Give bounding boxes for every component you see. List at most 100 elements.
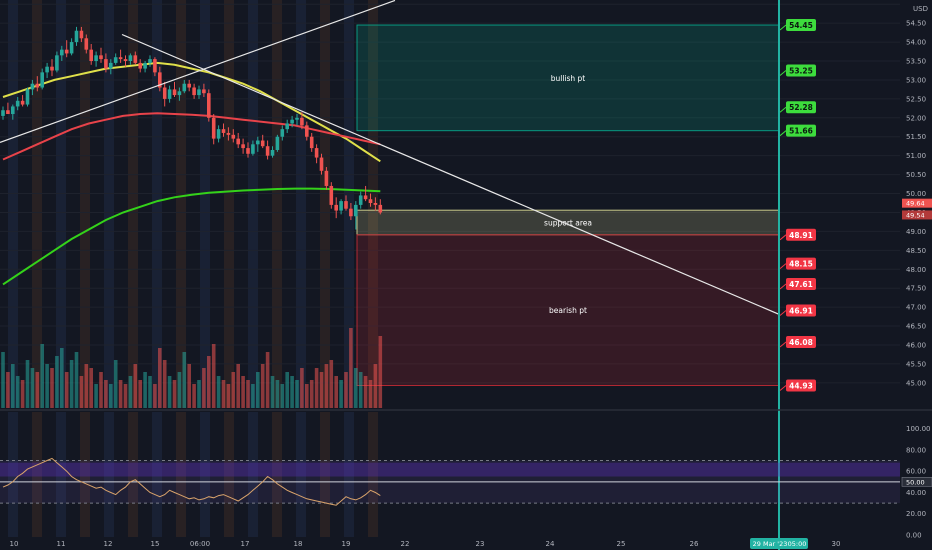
trend-lines[interactable] (0, 0, 780, 315)
candle-body (358, 195, 363, 205)
candle-body (64, 49, 69, 54)
zone-box[interactable] (356, 234, 780, 387)
candle-body (35, 83, 40, 88)
badge-pointer (779, 130, 787, 137)
session-band (80, 0, 90, 408)
session-band (368, 0, 378, 408)
session-band (152, 0, 162, 408)
volume-bar (363, 376, 368, 408)
price-tick-label: 54.00 (906, 39, 926, 47)
volume-bar (104, 380, 108, 408)
badge-pointer (779, 385, 787, 391)
target-badges: 54.45 53.25 52.28 51.66 48.91 48.15 47.61 46.91… (779, 19, 816, 392)
volume-bar (344, 372, 348, 408)
volume-bar (265, 352, 270, 408)
volume-bar (118, 380, 123, 408)
session-band (200, 412, 210, 537)
zone-box[interactable] (356, 209, 780, 236)
price-tick-label: 45.00 (906, 379, 926, 387)
session-band (8, 0, 18, 408)
session-band (272, 0, 282, 408)
volume-bar (324, 364, 329, 408)
target-badge-label: 48.91 (789, 231, 813, 240)
rsi-level-value: 50.00 (906, 478, 925, 486)
candle-body (236, 138, 240, 145)
volume-bar (187, 364, 191, 408)
candle-body (197, 89, 201, 96)
falling-trend-line[interactable] (121, 33, 780, 315)
badge-pointer (779, 234, 787, 241)
volume-bar (373, 364, 378, 408)
rising-trend-line[interactable] (0, 0, 396, 143)
currency-label: USD (913, 5, 928, 13)
volume-bar (305, 384, 309, 408)
candle-body (60, 49, 64, 56)
session-band (176, 412, 186, 537)
price-tick-label: 51.00 (906, 152, 926, 160)
target-zones[interactable]: bullish pt support area bearish pt (356, 24, 780, 387)
volume-bar (378, 336, 383, 408)
badge-pointer (779, 310, 787, 316)
time-axis[interactable]: 10 11 12 15 06:00 17 18 19 22 23 24 25 26 30 29 Mar '2… (10, 538, 841, 549)
candle-body (1, 110, 5, 116)
session-band (32, 412, 42, 537)
target-badge-label: 48.15 (789, 260, 813, 269)
session-band (296, 0, 306, 408)
candle-body (11, 106, 15, 115)
volume-bar (280, 384, 285, 408)
time-tick-label: 18 (294, 540, 303, 548)
candle-body (84, 38, 89, 50)
volume-bar (74, 352, 79, 408)
session-band (296, 412, 306, 537)
candle-body (162, 87, 167, 99)
candle-body (290, 119, 294, 124)
rsi-axis[interactable]: 100.00 80.00 60.00 40.00 20.00 0.00 50.00 (901, 425, 932, 540)
time-tick-label: 12 (104, 540, 113, 548)
volume-bar (143, 372, 147, 408)
candle-body (99, 55, 103, 60)
candle-body (40, 72, 44, 88)
price-tick-label: 51.50 (906, 133, 926, 141)
time-tick-label: 17 (241, 540, 250, 548)
candle-body (251, 144, 255, 154)
volume-bar (211, 344, 216, 408)
volume-bar (314, 368, 319, 408)
volume-bar (256, 372, 260, 408)
candle-body (25, 89, 30, 105)
badge-pointer (779, 283, 787, 290)
time-tick-label: 23 (476, 540, 485, 548)
time-tick-label: 25 (617, 540, 626, 548)
volume-bar (20, 380, 25, 408)
candle-body (172, 89, 177, 96)
candle-body (94, 55, 98, 62)
volume-bar (89, 368, 93, 408)
target-badge (786, 228, 816, 241)
time-tick-label: 10 (10, 540, 19, 548)
volume-bar (109, 384, 113, 408)
target-badge (786, 304, 816, 317)
badge-pointer (779, 263, 787, 269)
candle-body (226, 132, 231, 135)
crosshair-time-label: 05:00 (788, 540, 807, 548)
target-badge-label: 53.25 (789, 66, 813, 75)
zone-box[interactable] (356, 24, 780, 132)
volume-bar (158, 348, 162, 408)
volume-bar (94, 384, 98, 408)
candle-body (6, 110, 10, 115)
candle-body (216, 129, 221, 139)
candle-body (378, 204, 383, 213)
volume-bar (334, 376, 338, 408)
price-axis[interactable]: 54.50 54.00 53.50 53.00 52.50 52.00 51.50 51.00… (902, 20, 932, 388)
moving-average-line (2, 187, 381, 286)
session-band (368, 412, 378, 537)
session-band (152, 412, 162, 537)
volume-bar (182, 352, 187, 408)
volume-bar (172, 380, 177, 408)
volume-bar (339, 380, 343, 408)
candle-body (300, 117, 304, 126)
session-band (200, 0, 210, 408)
target-badge-label: 51.66 (789, 127, 813, 136)
target-badge (786, 64, 816, 77)
price-tick-label: 46.00 (906, 341, 926, 349)
